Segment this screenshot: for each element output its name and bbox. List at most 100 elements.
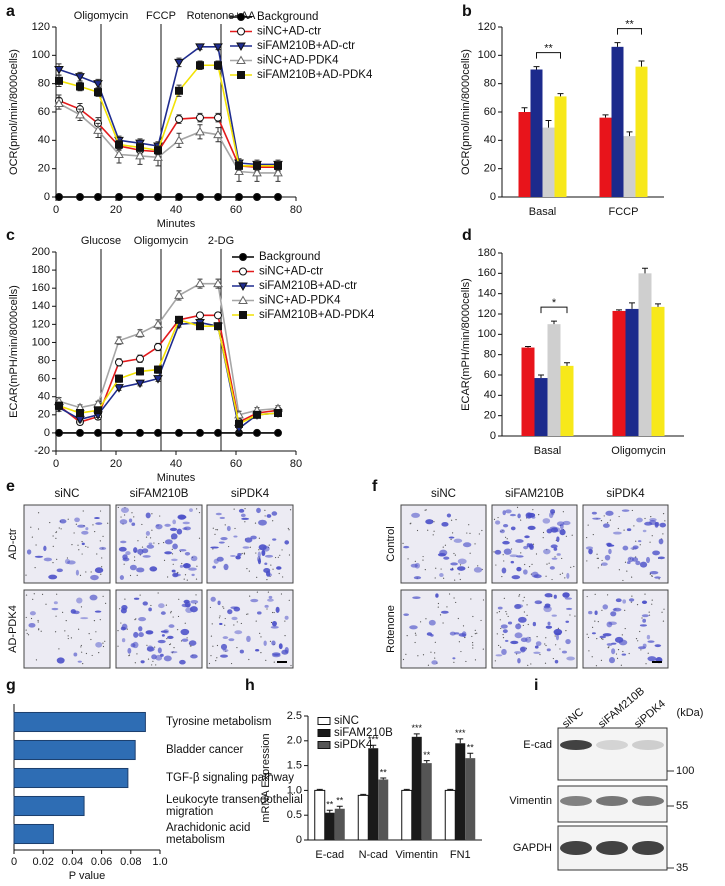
error-bar [551, 320, 557, 325]
cell [533, 651, 541, 654]
error-bar [533, 66, 540, 70]
cell [565, 638, 571, 645]
cell [184, 552, 191, 556]
pore [102, 595, 104, 597]
pore [591, 626, 594, 628]
cell [525, 512, 533, 519]
pore [177, 615, 180, 618]
pore [530, 663, 532, 665]
cell [555, 633, 559, 641]
pore [631, 595, 633, 597]
pore [284, 634, 286, 637]
data-point [154, 193, 162, 201]
pore [433, 521, 435, 523]
y-tick-label: 1.0 [287, 784, 302, 796]
cell [281, 649, 289, 655]
cell [133, 631, 139, 638]
pore [195, 578, 198, 580]
pore [101, 557, 103, 559]
cell [551, 557, 558, 560]
micrograph [23, 589, 111, 669]
cell [585, 546, 594, 550]
pore [476, 632, 478, 634]
pore [453, 597, 455, 599]
pore [190, 645, 192, 647]
legend-marker [236, 42, 246, 52]
cell [219, 516, 226, 520]
bar [521, 347, 535, 436]
blot-band [596, 796, 628, 806]
pore [52, 545, 54, 547]
pore [178, 598, 180, 600]
cell [435, 593, 439, 598]
x-tick-label: 80 [290, 458, 302, 470]
cell [462, 542, 472, 548]
y-tick-label: Leukocyte transendothelial migration [166, 794, 303, 818]
pore [422, 559, 424, 561]
pore [225, 650, 227, 652]
cell [246, 635, 251, 643]
cell [89, 594, 98, 601]
cell [34, 555, 44, 558]
pore [443, 577, 445, 579]
pore [233, 508, 235, 510]
pore [588, 650, 590, 652]
cell [514, 651, 522, 654]
legend-label: siFAM210B+AD-PDK4 [257, 69, 373, 81]
pore [631, 509, 633, 512]
pore [248, 658, 250, 661]
bar [455, 743, 466, 840]
size-marker: 100 [676, 765, 694, 777]
pore [573, 565, 575, 568]
cell [437, 553, 447, 557]
pore [219, 615, 221, 617]
cell [566, 656, 575, 661]
cell [261, 549, 266, 556]
pore [195, 594, 197, 596]
bar [324, 812, 335, 840]
cell [141, 548, 149, 554]
cell [122, 557, 130, 562]
pore [154, 646, 156, 648]
pore [662, 533, 664, 535]
pore [55, 615, 57, 617]
pore [532, 509, 534, 511]
pore [414, 560, 416, 562]
pore [595, 665, 598, 667]
cell [284, 540, 290, 545]
cell [604, 554, 611, 561]
pore [596, 638, 598, 640]
cell [411, 512, 420, 518]
y-tick-label: 80 [38, 78, 50, 90]
cell [99, 546, 107, 551]
pore [136, 653, 138, 655]
pore [502, 637, 505, 639]
pore [277, 556, 279, 558]
series-line [58, 314, 279, 424]
cell [125, 551, 131, 556]
legend-swatch [317, 729, 331, 737]
cell [659, 522, 667, 528]
x-tick-label: Basal [534, 445, 562, 457]
pore [211, 623, 213, 625]
x-tick-label: N-cad [359, 849, 388, 861]
pore [663, 608, 665, 610]
pore [597, 557, 599, 559]
pore [635, 540, 637, 542]
pore [602, 638, 604, 640]
cell [527, 525, 536, 531]
x-tick-label: 40 [170, 458, 182, 470]
data-point [94, 406, 102, 415]
pore [67, 637, 69, 640]
pore [474, 659, 477, 661]
cell [534, 600, 543, 605]
pore [290, 664, 292, 667]
pore [99, 510, 102, 512]
y-tick-label: 100 [478, 328, 496, 340]
pore [647, 652, 649, 654]
data-point [115, 358, 123, 367]
cell [179, 564, 184, 568]
data-point [214, 428, 222, 437]
pore [186, 637, 188, 639]
